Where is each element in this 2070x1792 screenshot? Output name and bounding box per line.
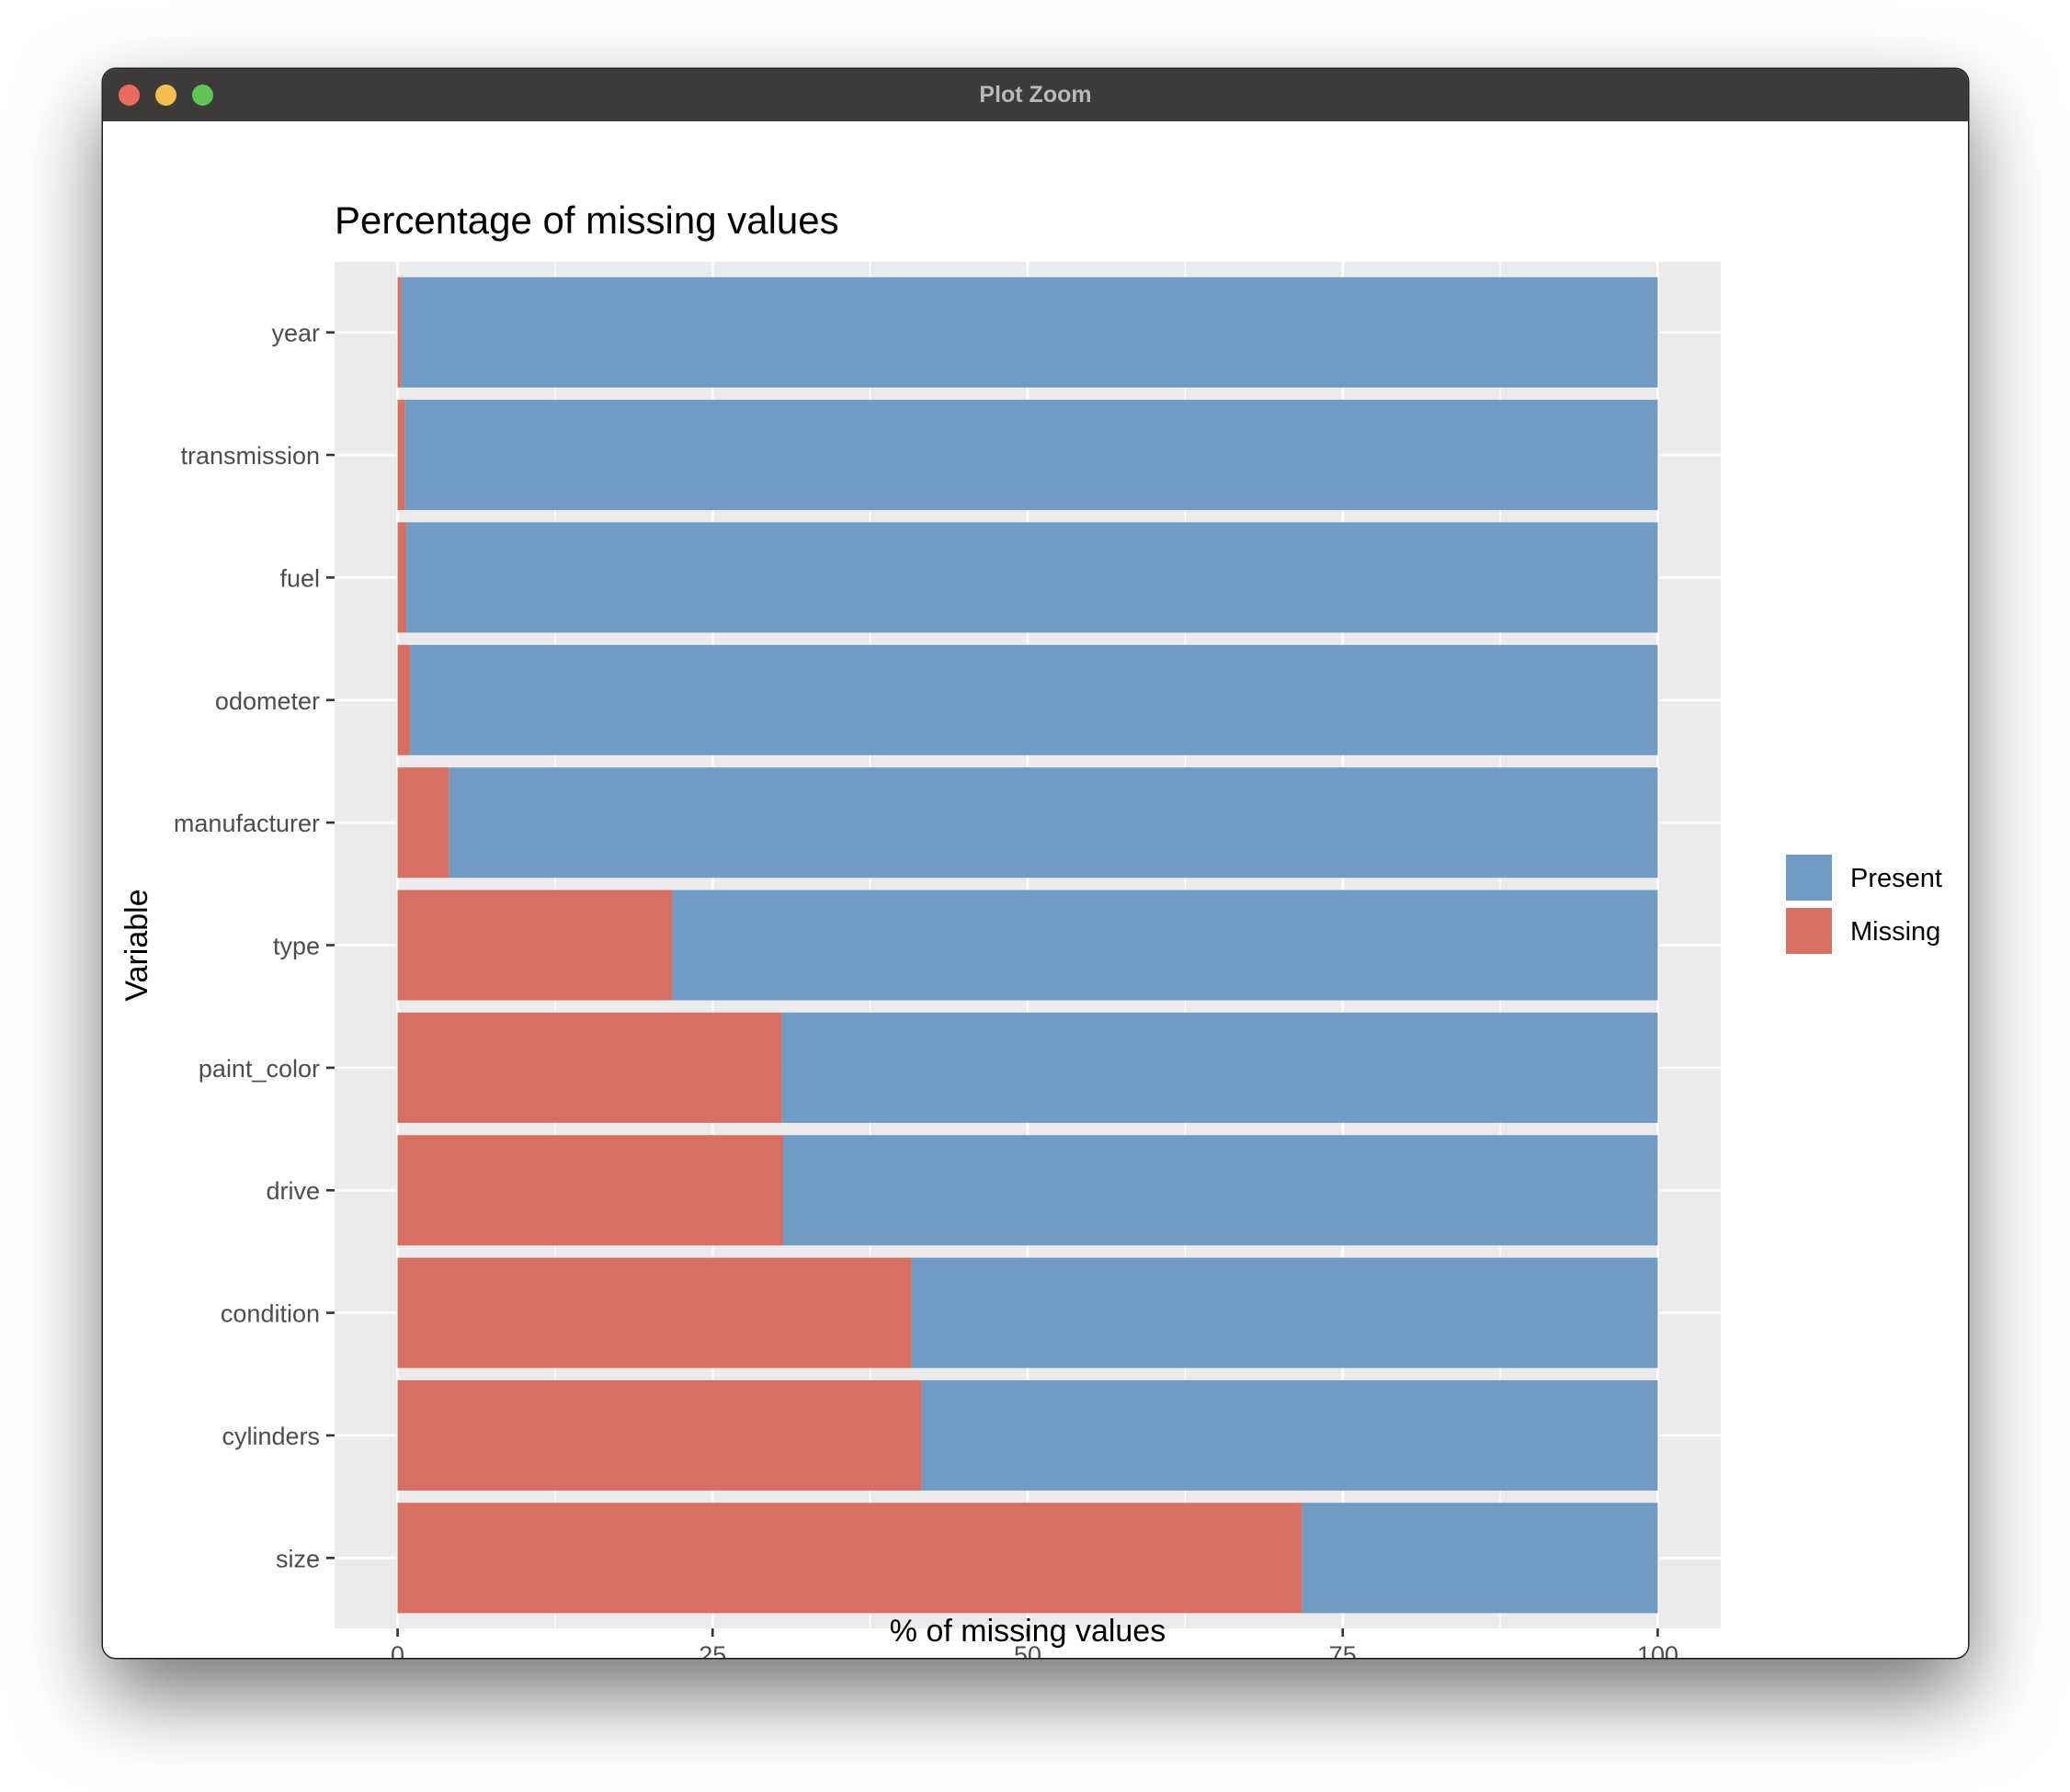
y-tick-label: paint_color [199, 1055, 320, 1083]
missing-values-chart: year transmission fuel odometer manufacturer… [119, 198, 1721, 1658]
bar-present-year [401, 277, 1658, 388]
bar-present-drive [783, 1135, 1658, 1246]
bar-missing-condition [397, 1257, 912, 1368]
plot-area: year transmission fuel odometer manufacturer… [103, 121, 1968, 1658]
bar-present-size [1302, 1503, 1658, 1614]
y-tick-label: transmission [180, 442, 320, 470]
x-tick-label: 75 [1329, 1641, 1357, 1658]
x-axis-label: % of missing values [890, 1614, 1166, 1649]
plot-zoom-window: Plot Zoom year transmission fuel odometer ma… [103, 69, 1968, 1658]
legend-key-missing [1784, 906, 1834, 956]
bar-missing-drive [397, 1135, 784, 1246]
zoom-window-button[interactable] [192, 85, 213, 106]
bar-present-cylinders [921, 1379, 1658, 1491]
y-tick-label: manufacturer [174, 810, 320, 837]
x-tick-label: 50 [1014, 1641, 1041, 1658]
y-tick-label: size [276, 1545, 320, 1572]
title-bar[interactable]: Plot Zoom [103, 69, 1968, 122]
bar-missing-year [397, 277, 402, 388]
window-title: Plot Zoom [979, 82, 1092, 108]
x-tick-label: 0 [391, 1641, 404, 1658]
x-tick-label: 100 [1637, 1641, 1678, 1658]
y-tick-label: drive [266, 1177, 320, 1205]
bar-present-manufacturer [449, 767, 1658, 879]
bar-present-paint_color [781, 1012, 1658, 1123]
y-tick-label: fuel [279, 564, 320, 592]
bar-missing-paint_color [397, 1012, 782, 1123]
x-tick-label: 25 [699, 1641, 726, 1658]
legend-label-missing: Missing [1850, 917, 1941, 947]
bar-missing-manufacturer [397, 767, 449, 879]
bar-missing-type [397, 890, 673, 1001]
y-tick-label: year [271, 320, 320, 347]
bar-missing-size [397, 1503, 1302, 1614]
bar-present-condition [911, 1257, 1658, 1368]
legend-key-present [1784, 853, 1834, 902]
minimize-window-button[interactable] [155, 85, 176, 106]
y-tick-label: type [273, 933, 320, 960]
legend-item-missing: Missing [1773, 904, 1957, 958]
bar-missing-fuel [397, 522, 407, 633]
y-tick-label: odometer [215, 687, 320, 715]
y-tick-label: condition [221, 1300, 320, 1328]
y-axis-label: Variable [119, 889, 154, 1001]
chart-title: Percentage of missing values [335, 198, 839, 242]
bar-missing-cylinders [397, 1379, 922, 1491]
legend-label-present: Present [1850, 864, 1942, 893]
y-tick-label: cylinders [222, 1423, 320, 1450]
close-window-button[interactable] [119, 85, 140, 106]
bar-missing-transmission [397, 400, 405, 511]
bar-present-transmission [404, 400, 1658, 511]
legend-item-present: Present [1773, 851, 1957, 904]
chart-legend: Present Missing [1773, 851, 1957, 958]
bar-present-odometer [410, 644, 1658, 755]
bar-missing-odometer [397, 644, 411, 755]
bar-present-fuel [406, 522, 1658, 633]
bar-present-type [672, 890, 1658, 1001]
